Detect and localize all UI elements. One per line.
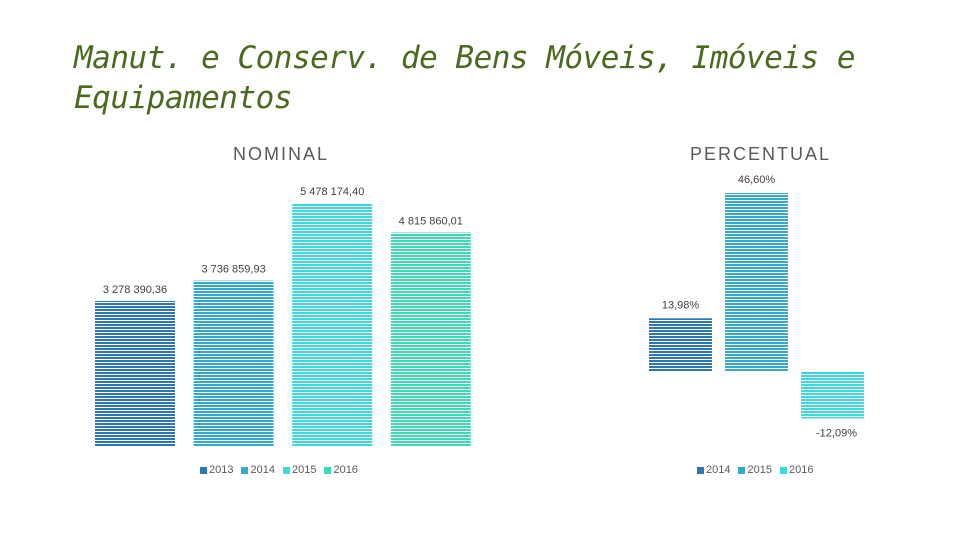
legend-item-2016: 2016: [324, 464, 358, 476]
nominal-bars: 3 278 390,36 3 736 859,93 5 478 174,40 4 81…: [95, 186, 471, 447]
legend-swatch: [738, 466, 746, 474]
legend-item-2014: 2014: [697, 464, 730, 476]
percent-value-label: 46,60%: [738, 174, 776, 186]
legend-item-2016: 2016: [779, 464, 814, 476]
legend-swatch: [697, 466, 704, 474]
nominal-value-label: 3 736 859,93: [201, 264, 265, 276]
legend-item-2014: 2014: [241, 464, 275, 476]
percent-legend: 2014 2015 2016: [697, 464, 813, 476]
legend-swatch: [779, 466, 787, 474]
nominal-bar-2013: [95, 300, 175, 447]
nominal-value-label: 4 815 860,01: [399, 215, 463, 227]
percent-bar-2016: [801, 372, 864, 419]
legend-item-2015: 2015: [738, 464, 772, 476]
legend-label: 2014: [250, 464, 275, 476]
legend-label: 2016: [788, 464, 814, 476]
percent-value-label: -12,09%: [816, 427, 857, 439]
legend-label: 2014: [706, 464, 731, 476]
percent-bars: 13,98% 46,60% -12,09%: [649, 174, 864, 439]
legend-item-2015: 2015: [282, 464, 317, 476]
nominal-bar-2014: [193, 280, 274, 447]
nominal-legend: 2013 2014 2015 2016: [200, 464, 358, 476]
nominal-value-label: 3 278 390,36: [103, 284, 167, 296]
legend-label: 2015: [747, 464, 772, 476]
percent-chart-title: PERCENTUAL: [690, 144, 832, 164]
nominal-bar-2015: [292, 203, 373, 447]
legend-item-2013: 2013: [200, 464, 233, 476]
nominal-chart-title: NOMINAL: [233, 144, 330, 164]
slide-title: Manut. e Conserv. de Bens Móveis, Imóvei…: [74, 40, 856, 116]
legend-label: 2013: [209, 464, 234, 476]
legend-swatch: [241, 466, 249, 474]
percent-bar-2015: [725, 193, 788, 372]
legend-label: 2015: [291, 464, 317, 476]
legend-label: 2016: [333, 464, 358, 476]
nominal-value-label: 5 478 174,40: [300, 186, 364, 198]
percent-bar-2014: [649, 318, 712, 372]
nominal-bar-2016: [390, 232, 471, 447]
percent-value-label: 13,98%: [662, 299, 700, 311]
legend-swatch: [324, 466, 332, 474]
legend-swatch: [200, 466, 207, 474]
legend-swatch: [282, 466, 290, 474]
